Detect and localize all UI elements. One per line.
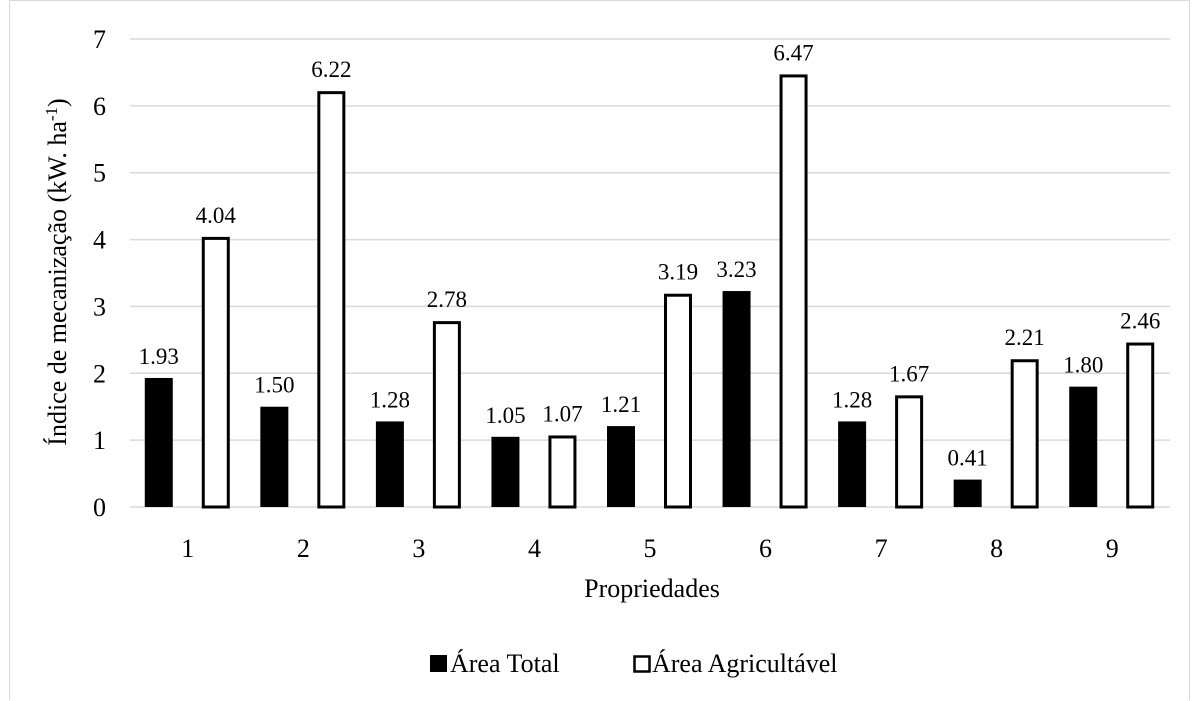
bar-area-total (260, 406, 289, 507)
bar-area-agricultavel (895, 395, 924, 509)
y-axis-title: Índice de mecanização (kW. ha-1) (42, 98, 72, 445)
data-label: 1.93 (139, 344, 179, 369)
x-tick-label: 2 (297, 534, 310, 563)
data-label: 1.28 (832, 387, 872, 412)
x-axis-title: Propriedades (584, 574, 720, 603)
bar-area-agricultavel (664, 293, 692, 509)
data-label: 1.67 (889, 361, 929, 386)
x-tick-label: 3 (412, 534, 425, 563)
data-label: 0.41 (948, 446, 988, 471)
bar-area-total (375, 421, 404, 507)
bar-area-agricultavel (1126, 342, 1155, 509)
data-label: 6.22 (311, 57, 351, 82)
bar-area-agricultavel (548, 435, 577, 509)
y-axis-title-superscript: -1 (42, 107, 61, 121)
gridlines (130, 38, 1170, 508)
x-axis-ticks: 1 2 3 4 5 6 7 8 9 (181, 534, 1118, 563)
data-label: 2.46 (1120, 309, 1160, 334)
data-label: 1.80 (1063, 353, 1103, 378)
y-tick-label: 6 (93, 92, 106, 121)
x-tick-label: 7 (875, 534, 888, 563)
bar-area-total (607, 426, 635, 507)
data-label: 1.21 (601, 392, 641, 417)
data-label: 1.05 (485, 403, 525, 428)
x-tick-label: 5 (644, 534, 657, 563)
data-label: 2.21 (1005, 325, 1045, 350)
bar-area-agricultavel (1010, 359, 1039, 509)
bar-area-agricultavel (432, 321, 461, 509)
bar-area-total (953, 479, 982, 507)
data-label: 1.50 (254, 373, 294, 398)
bars (144, 74, 1155, 509)
y-tick-label: 5 (93, 159, 106, 188)
legend-swatch-area-agricultavel (633, 655, 651, 673)
data-label: 3.19 (658, 260, 698, 285)
y-axis-title-close: ) (43, 98, 72, 107)
data-label: 1.07 (542, 401, 582, 426)
bar-area-agricultavel (317, 91, 346, 509)
chart-frame (9, 0, 1190, 700)
data-labels: 1.93 1.50 1.28 1.05 1.21 3.23 1.28 0.41 1.80 4.04… (139, 40, 1161, 470)
x-tick-label: 9 (1106, 534, 1119, 563)
legend: Área Total Área Agricultável (430, 649, 838, 678)
bar-area-total (491, 436, 520, 507)
data-label: 6.47 (773, 40, 813, 65)
bar-area-total (144, 377, 173, 507)
x-tick-label: 4 (528, 534, 541, 563)
x-tick-label: 1 (181, 534, 194, 563)
y-tick-label: 2 (93, 359, 106, 388)
bar-area-agricultavel (201, 236, 230, 509)
legend-swatch-area-total (430, 655, 447, 672)
bar-area-agricultavel (779, 74, 808, 509)
legend-label-area-total: Área Total (450, 649, 560, 678)
y-axis-title-main: Índice de mecanização (kW. ha (43, 121, 72, 446)
bar-area-total (1069, 386, 1098, 507)
y-tick-label: 3 (93, 292, 106, 321)
x-tick-label: 6 (759, 534, 772, 563)
data-label: 3.23 (716, 257, 756, 282)
legend-label-area-agricultavel: Área Agricultável (652, 649, 838, 678)
data-label: 2.78 (427, 287, 467, 312)
y-tick-label: 4 (93, 226, 106, 255)
y-tick-label: 0 (93, 493, 106, 522)
y-tick-label: 7 (93, 25, 106, 54)
bar-area-total (722, 291, 751, 507)
y-axis-ticks: 0 1 2 3 4 5 6 7 (93, 25, 106, 522)
y-tick-label: 1 (93, 426, 106, 455)
data-label: 1.28 (370, 387, 410, 412)
bar-area-total (838, 421, 867, 507)
x-tick-label: 8 (990, 534, 1003, 563)
data-label: 4.04 (196, 203, 237, 228)
